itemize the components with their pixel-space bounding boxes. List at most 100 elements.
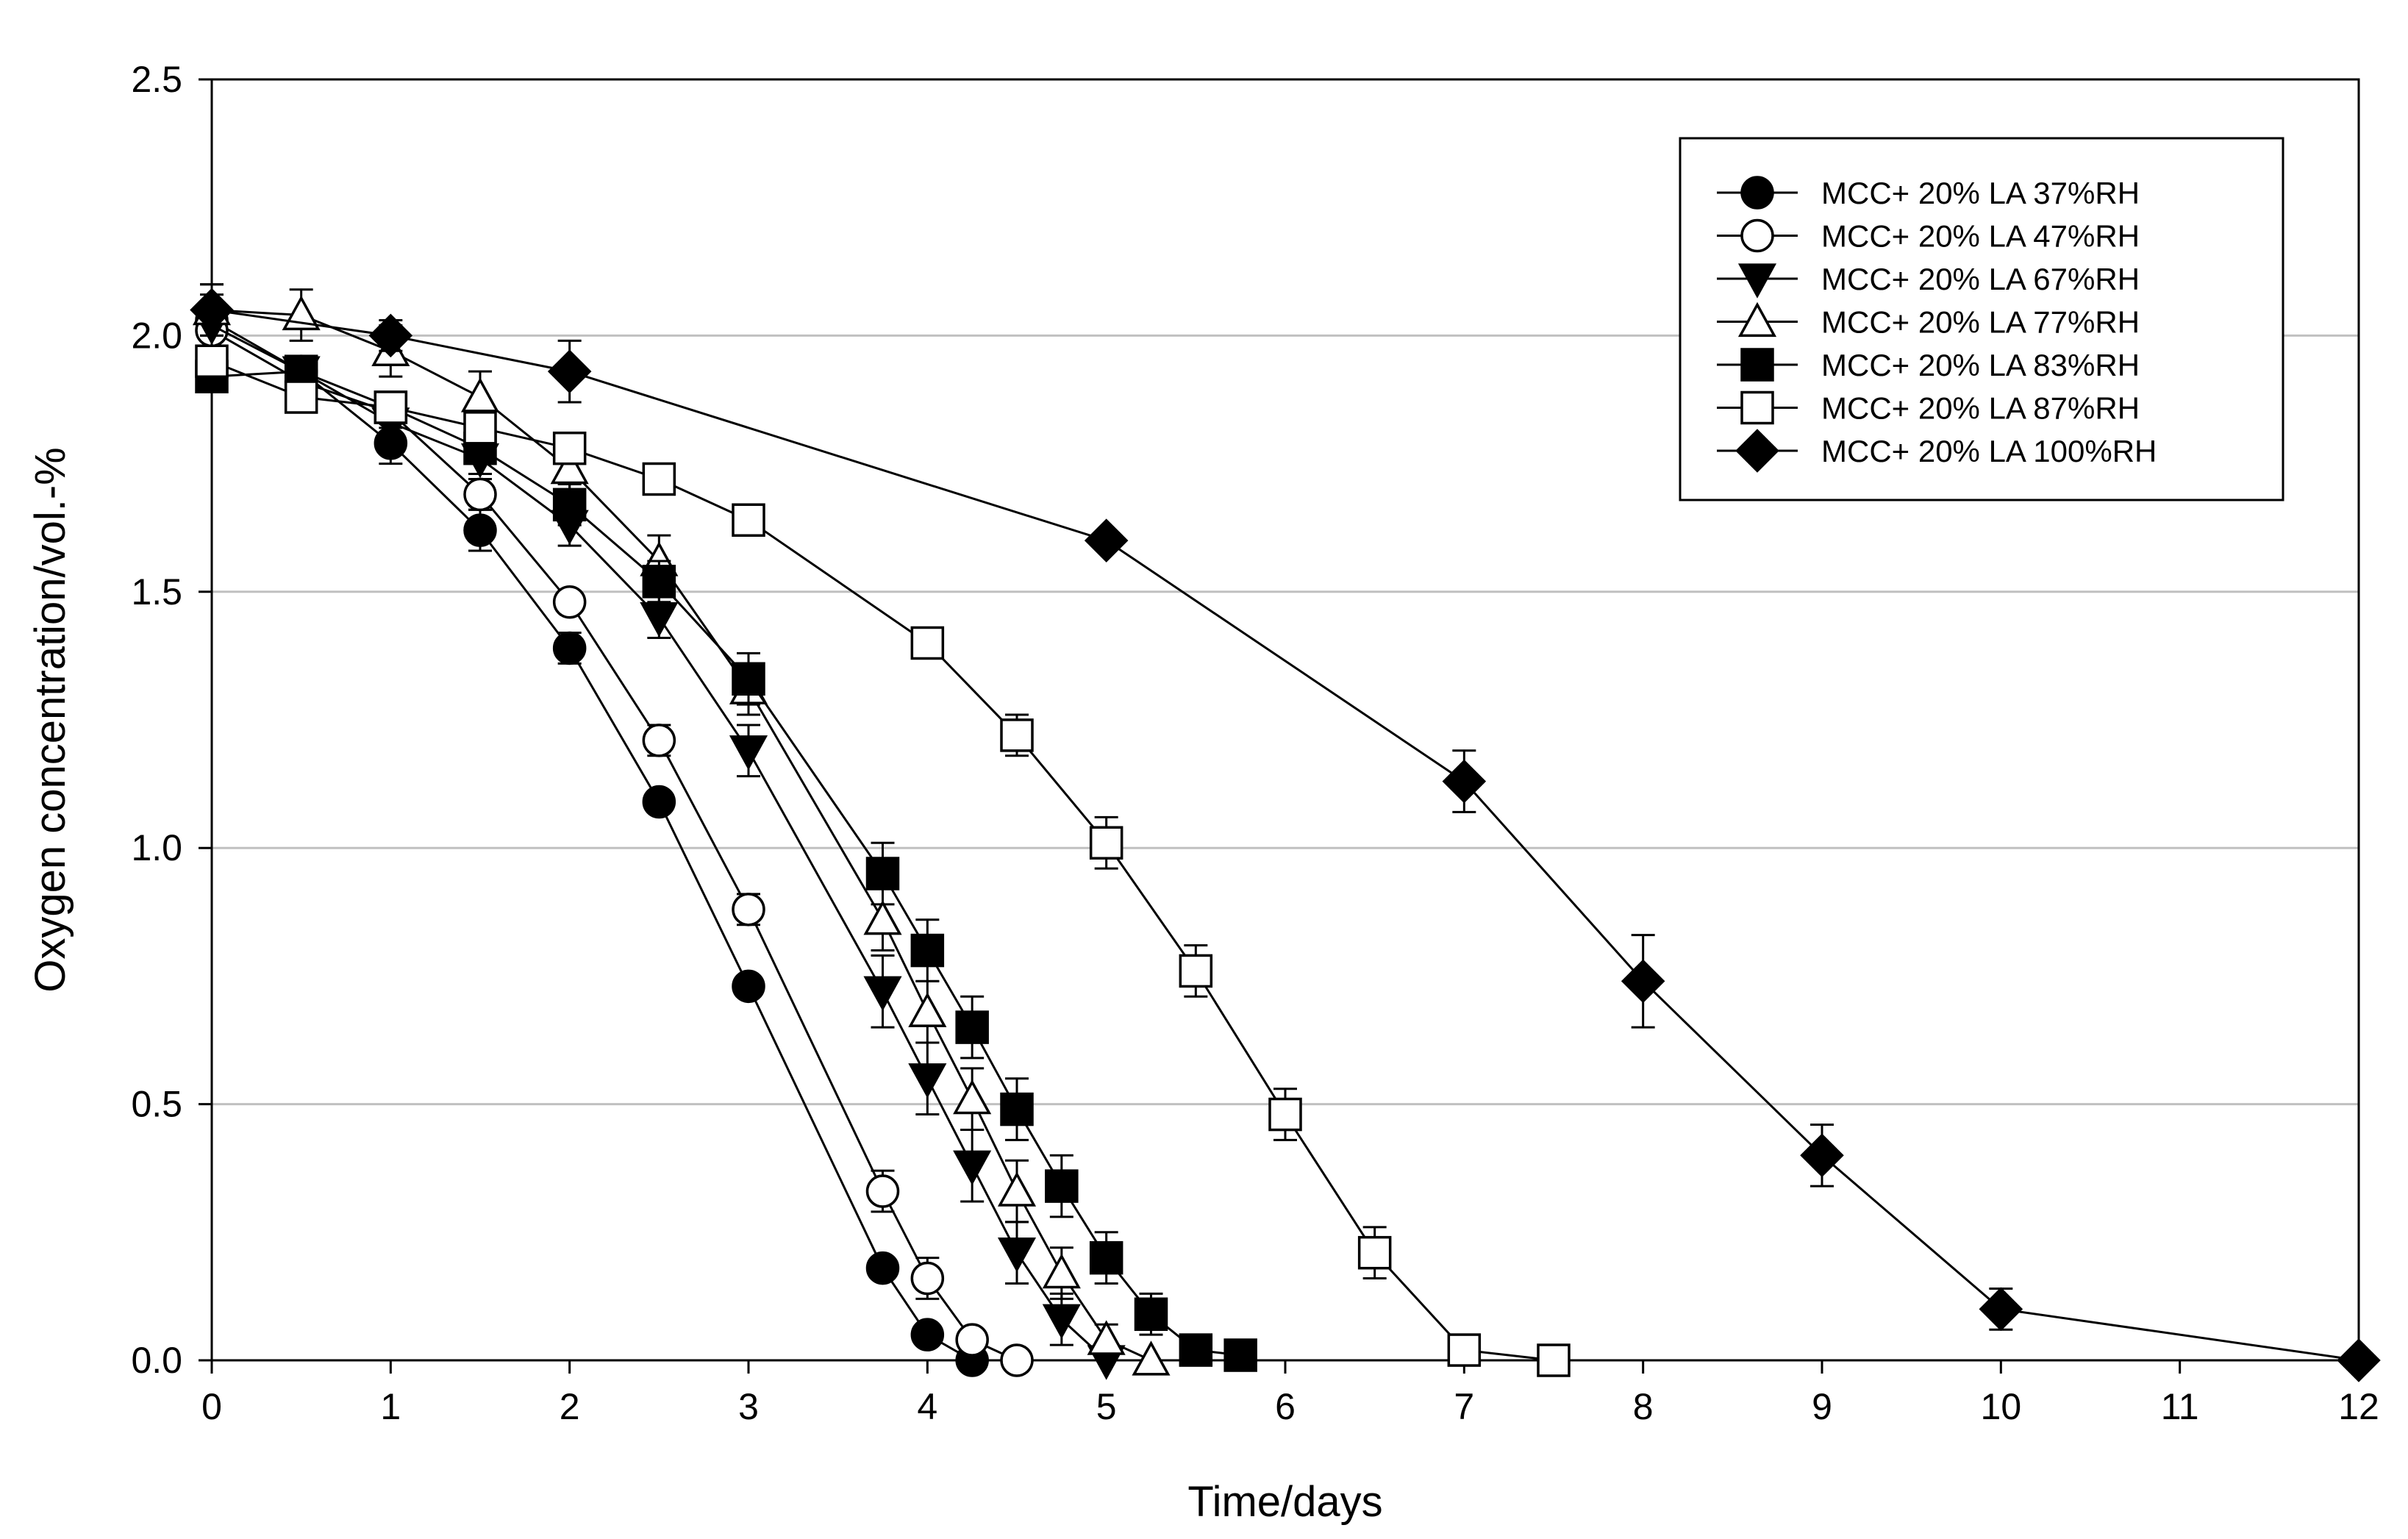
series-1 <box>195 293 989 1377</box>
data-point <box>910 933 945 968</box>
series-line <box>211 319 973 1362</box>
data-point <box>642 785 676 819</box>
data-point <box>547 349 592 393</box>
data-point <box>1800 1133 1844 1178</box>
data-point <box>552 631 587 665</box>
data-point <box>463 477 497 512</box>
data-point <box>863 900 902 935</box>
data-point <box>550 449 589 485</box>
legend: MCC+ 20% LA 37%RH MCC+ 20% LA 47%RH MCC+ 2… <box>1679 137 2284 501</box>
x-tick-label: 6 <box>1275 1386 1296 1427</box>
data-point <box>1268 1097 1302 1132</box>
data-point <box>374 390 408 424</box>
legend-marker <box>1737 263 1777 299</box>
data-point <box>953 1150 992 1185</box>
x-tick-label: 1 <box>380 1386 401 1427</box>
data-point <box>552 488 587 522</box>
legend-label: MCC+ 20% LA 87%RH <box>1821 391 2140 426</box>
data-point <box>1134 1297 1168 1332</box>
data-point <box>955 1010 989 1044</box>
data-point <box>1089 1240 1123 1275</box>
data-point <box>1045 1169 1079 1203</box>
data-point <box>1447 1333 1482 1367</box>
data-point <box>1223 1338 1257 1372</box>
data-point <box>1084 518 1129 563</box>
data-point <box>997 1238 1037 1273</box>
y-tick-label: 0.0 <box>131 1340 182 1381</box>
legend-item: MCC+ 20% LA 37%RH <box>1717 176 2140 210</box>
data-point <box>1132 1340 1171 1376</box>
data-point <box>908 992 947 1027</box>
x-tick-label: 12 <box>2338 1386 2379 1427</box>
x-tick-label: 11 <box>2161 1386 2199 1427</box>
y-axis-title: Oxygen concentration/vol.-% <box>26 447 74 992</box>
legend-marker <box>1735 429 1779 473</box>
data-point <box>552 431 587 465</box>
data-point <box>642 462 676 496</box>
data-point <box>640 601 679 638</box>
data-point <box>463 513 497 547</box>
y-tick-label: 2.5 <box>131 59 182 100</box>
data-point <box>863 976 902 1012</box>
series-line <box>211 370 1241 1357</box>
series-6 <box>195 344 1571 1377</box>
legend-label: MCC+ 20% LA 77%RH <box>1821 305 2140 340</box>
data-point <box>190 288 234 332</box>
data-point <box>1537 1343 1571 1377</box>
data-point <box>732 503 765 537</box>
series-7 <box>190 283 2381 1382</box>
data-point <box>865 1251 900 1285</box>
data-point <box>1000 1343 1034 1377</box>
x-tick-label: 8 <box>1633 1386 1654 1427</box>
data-point <box>1979 1287 2023 1332</box>
x-tick-label: 2 <box>560 1386 580 1427</box>
x-tick-label: 7 <box>1454 1386 1474 1427</box>
data-point <box>1000 1092 1034 1126</box>
y-tick-label: 0.5 <box>131 1084 182 1125</box>
data-point <box>865 1174 900 1208</box>
legend-marker <box>1740 390 1774 425</box>
x-tick-label: 5 <box>1096 1386 1117 1427</box>
data-point <box>284 380 318 414</box>
legend-marker <box>1740 176 1774 210</box>
legend-label: MCC+ 20% LA 83%RH <box>1821 348 2140 382</box>
data-point <box>642 565 676 599</box>
data-point <box>2337 1338 2381 1382</box>
data-point <box>642 724 676 757</box>
data-point <box>1042 1253 1081 1289</box>
data-point <box>732 662 765 696</box>
data-point <box>1089 826 1123 860</box>
data-point <box>732 893 765 926</box>
legend-box <box>1679 137 2284 501</box>
legend-item: MCC+ 20% LA 83%RH <box>1717 348 2140 382</box>
legend-label: MCC+ 20% LA 67%RH <box>1821 262 2140 296</box>
data-point <box>865 857 900 890</box>
series-layer <box>190 283 2381 1382</box>
data-point <box>955 1323 989 1357</box>
data-point <box>1357 1235 1392 1270</box>
data-point <box>997 1171 1037 1207</box>
data-point <box>908 1063 947 1099</box>
legend-label: MCC+ 20% LA 47%RH <box>1821 219 2140 254</box>
data-point <box>1442 759 1487 804</box>
data-point <box>910 626 945 660</box>
data-point <box>732 969 765 1004</box>
legend-label: MCC+ 20% LA 100%RH <box>1821 434 2157 468</box>
data-point <box>195 344 229 378</box>
x-axis-title: Time/days <box>1187 1478 1382 1526</box>
x-tick-label: 10 <box>1981 1386 2022 1427</box>
data-point <box>910 1318 945 1351</box>
data-point <box>1179 954 1213 988</box>
legend-label: MCC+ 20% LA 37%RH <box>1821 176 2140 210</box>
legend-item: MCC+ 20% LA 47%RH <box>1717 219 2140 254</box>
data-point <box>552 585 587 619</box>
data-point <box>460 377 500 413</box>
data-point <box>1087 1320 1126 1355</box>
data-point <box>1042 1304 1081 1339</box>
legend-marker <box>1740 348 1774 382</box>
data-point <box>910 1261 945 1296</box>
x-tick-label: 9 <box>1812 1386 1832 1427</box>
data-point <box>729 735 768 771</box>
y-tick-label: 1.5 <box>131 571 182 613</box>
